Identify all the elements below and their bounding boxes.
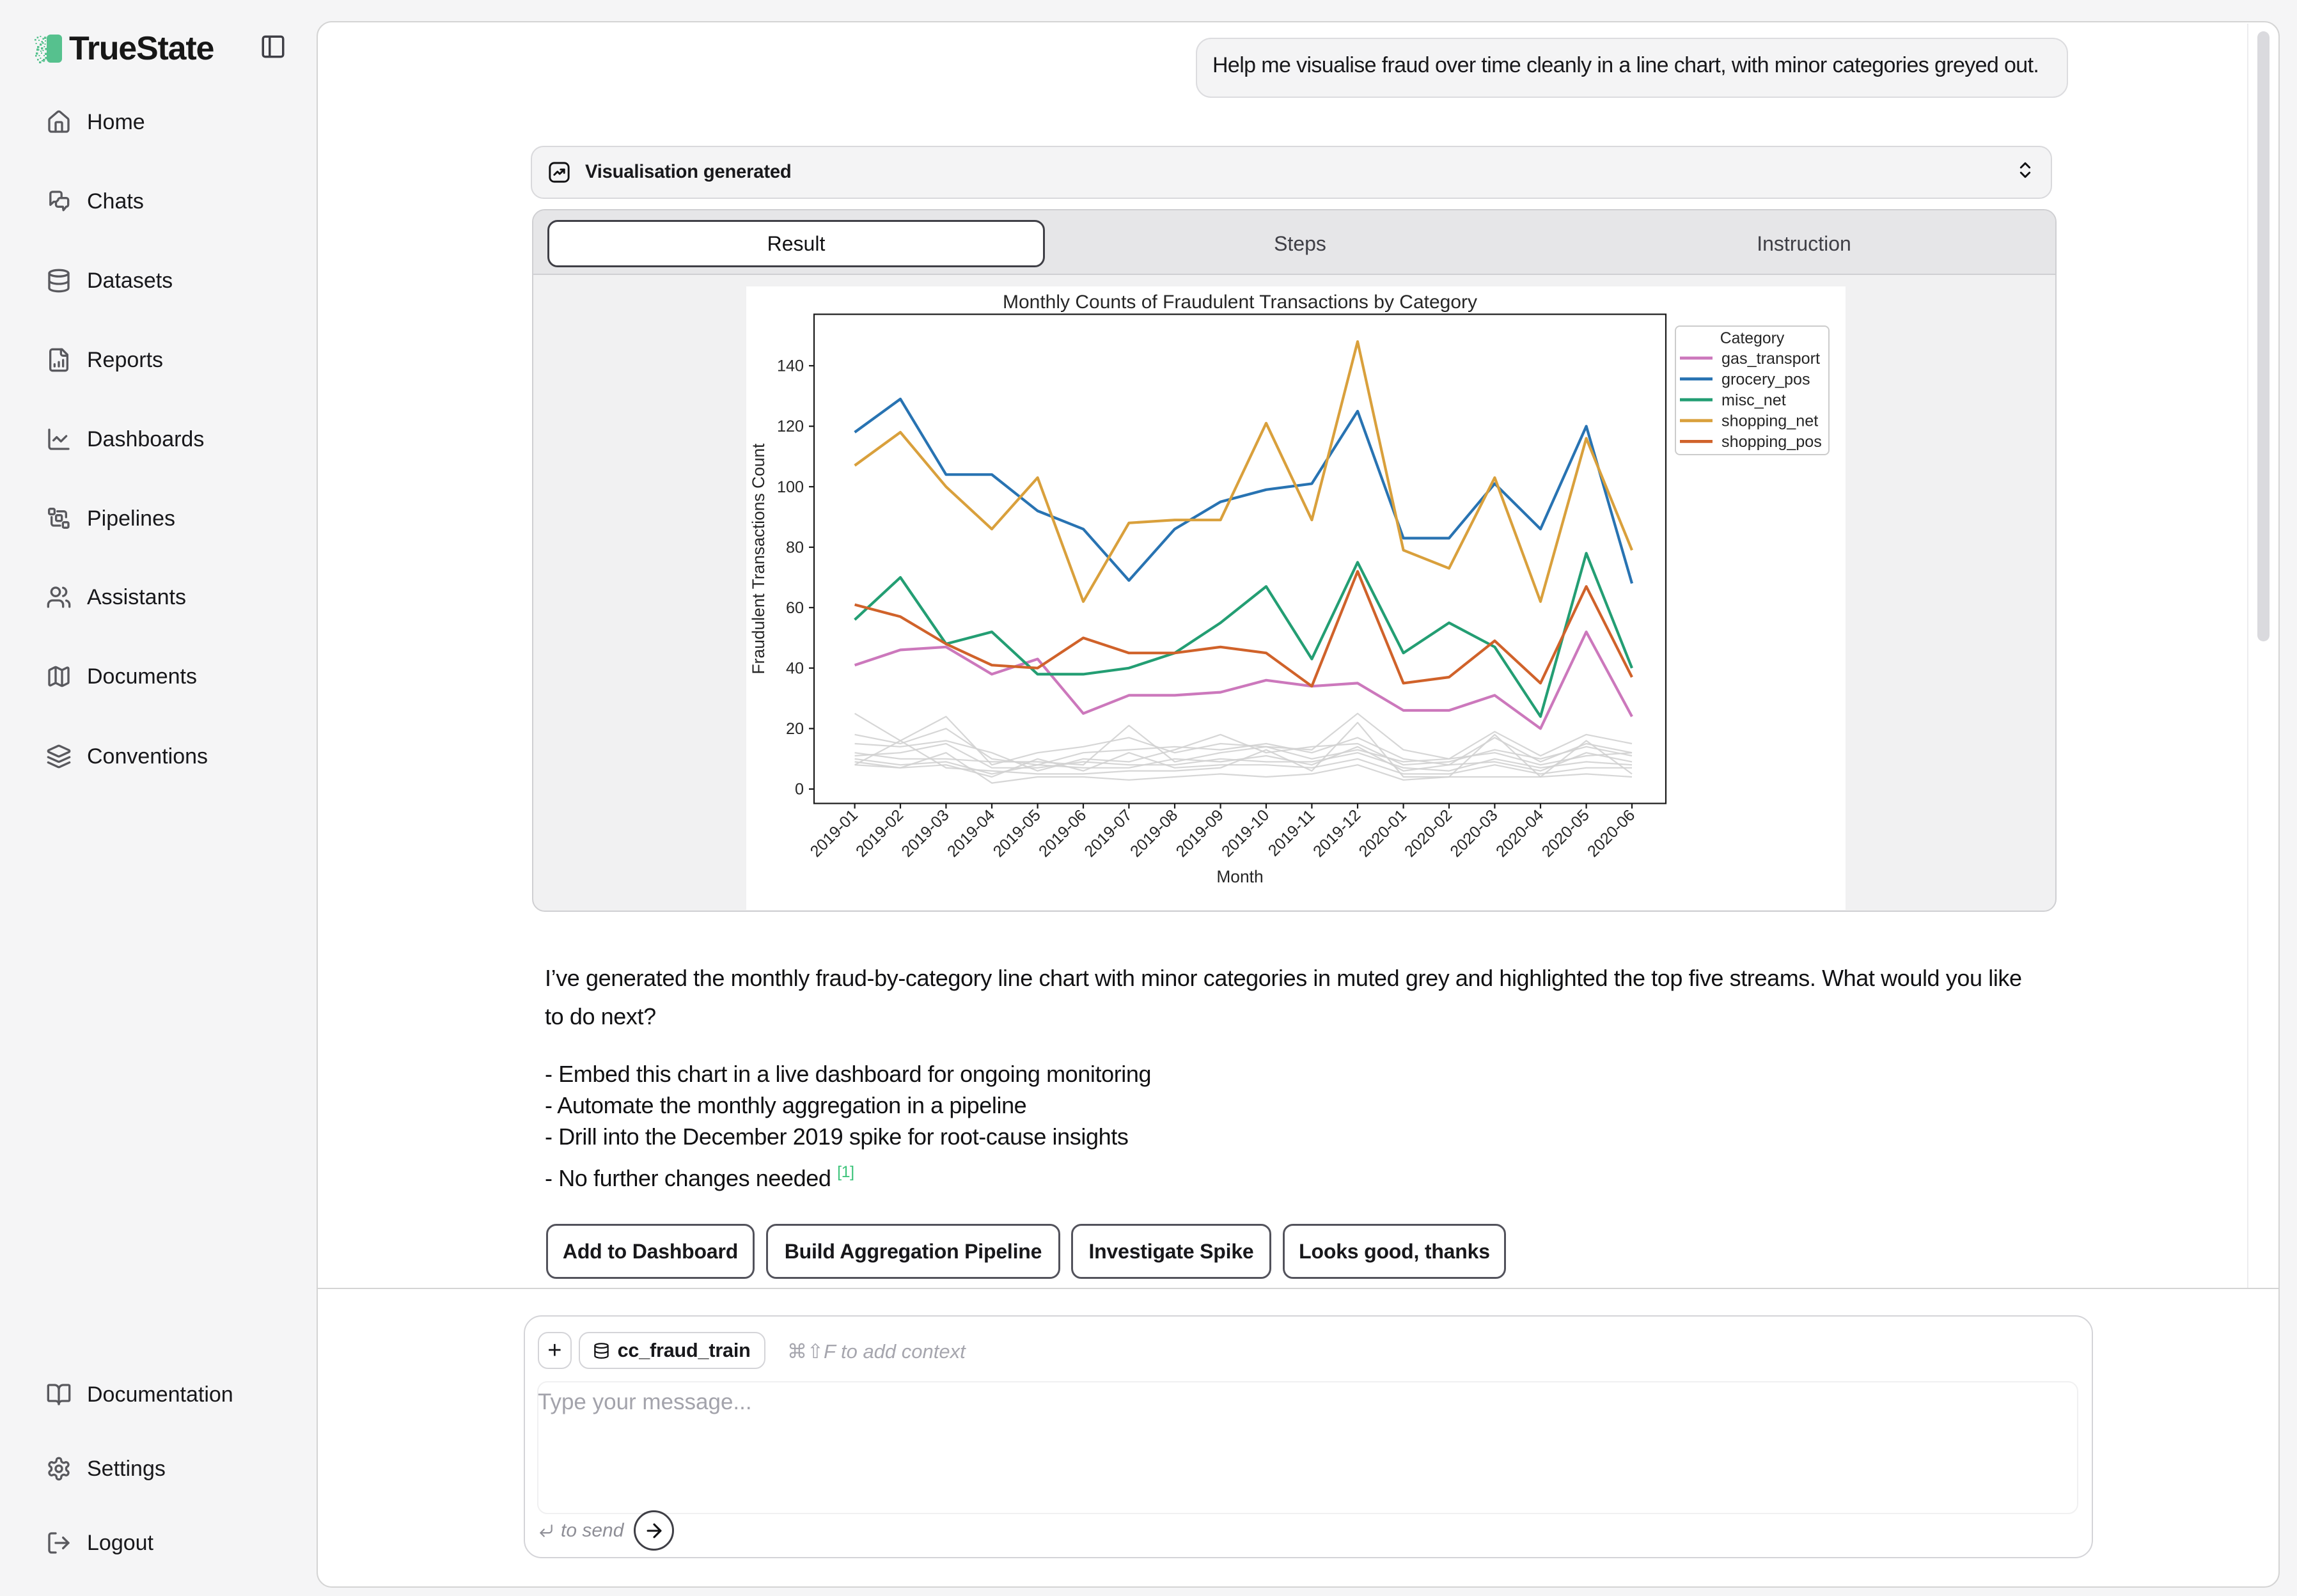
svg-text:2019-02: 2019-02 (852, 806, 907, 861)
svg-text:Monthly Counts of Fraudulent T: Monthly Counts of Fraudulent Transaction… (1003, 292, 1477, 313)
svg-text:gas_transport: gas_transport (1721, 350, 1820, 368)
svg-text:2019-07: 2019-07 (1081, 806, 1135, 861)
svg-text:40: 40 (786, 659, 804, 677)
svg-text:2019-06: 2019-06 (1035, 806, 1090, 861)
svg-text:2019-10: 2019-10 (1218, 806, 1273, 861)
svg-text:shopping_net: shopping_net (1721, 412, 1818, 430)
svg-text:2019-08: 2019-08 (1127, 806, 1181, 861)
svg-text:60: 60 (786, 599, 804, 617)
svg-text:2020-04: 2020-04 (1493, 806, 1547, 861)
svg-text:2020-03: 2020-03 (1446, 806, 1501, 861)
svg-text:misc_net: misc_net (1721, 391, 1786, 409)
svg-text:100: 100 (777, 478, 804, 496)
svg-text:Category: Category (1720, 330, 1785, 347)
svg-text:grocery_pos: grocery_pos (1721, 370, 1810, 388)
svg-text:140: 140 (777, 357, 804, 375)
svg-text:80: 80 (786, 538, 804, 556)
svg-text:2019-04: 2019-04 (944, 806, 998, 861)
svg-text:2020-02: 2020-02 (1401, 806, 1455, 861)
svg-text:Month: Month (1216, 867, 1263, 886)
svg-text:2019-03: 2019-03 (898, 806, 952, 861)
svg-text:0: 0 (795, 781, 804, 799)
svg-text:shopping_pos: shopping_pos (1721, 433, 1822, 451)
svg-text:2019-09: 2019-09 (1173, 806, 1227, 861)
svg-text:120: 120 (777, 418, 804, 435)
svg-text:20: 20 (786, 720, 804, 738)
svg-text:2019-01: 2019-01 (807, 806, 861, 861)
svg-text:2019-12: 2019-12 (1310, 806, 1364, 861)
svg-text:2019-05: 2019-05 (990, 806, 1044, 861)
svg-text:2020-06: 2020-06 (1584, 806, 1638, 861)
svg-text:2020-05: 2020-05 (1539, 806, 1593, 861)
svg-text:Fraudulent Transactions Count: Fraudulent Transactions Count (749, 443, 768, 675)
svg-text:2020-01: 2020-01 (1356, 806, 1410, 861)
svg-text:2019-11: 2019-11 (1265, 806, 1319, 860)
